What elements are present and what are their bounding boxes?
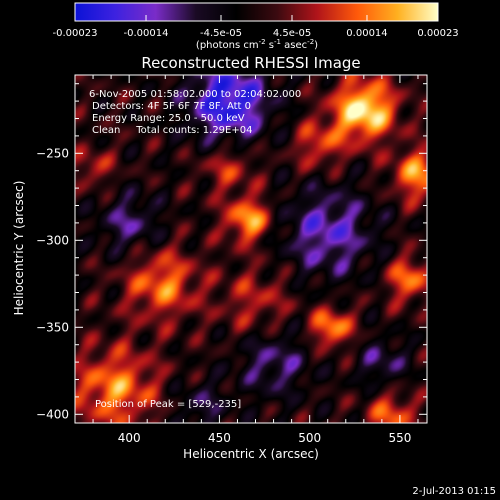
annotation-energy-range: Energy Range: 25.0 - 50.0 keV bbox=[92, 113, 245, 124]
colorbar-tick-label: -0.00014 bbox=[124, 28, 169, 39]
y-axis: −250 −300 −350 −400 bbox=[36, 83, 427, 421]
colorbar-tick-label: -4.5e-05 bbox=[200, 28, 242, 39]
y-tick-label: −300 bbox=[36, 233, 69, 247]
colorbar: -0.00023 -0.00014 -4.5e-05 4.5e-05 0.00014 0.… bbox=[53, 2, 459, 51]
annotation-peak-position: Position of Peak = [529,-235] bbox=[95, 399, 241, 410]
y-axis-label: Heliocentric Y (arcsec) bbox=[12, 181, 26, 316]
heatmap-image bbox=[75, 75, 427, 423]
chart-title: Reconstructed RHESSI Image bbox=[141, 54, 360, 72]
plot-frame bbox=[74, 74, 428, 424]
annotation-detectors: Detectors: 4F 5F 6F 7F 8F, Att 0 bbox=[92, 101, 251, 112]
x-tick-label: 400 bbox=[118, 431, 141, 445]
x-tick-label: 550 bbox=[388, 431, 411, 445]
colorbar-unit-label: (photons cm-2 s-1 asec-2) bbox=[196, 38, 318, 51]
annotation-time-range: 6-Nov-2005 01:58:02.000 to 02:04:02.000 bbox=[89, 89, 301, 100]
colorbar-tick-label: 4.5e-05 bbox=[273, 28, 311, 39]
y-tick-label: −250 bbox=[36, 146, 69, 160]
footer-timestamp: 2-Jul-2013 01:15 bbox=[412, 486, 496, 497]
colorbar-tick-label: -0.00023 bbox=[53, 28, 98, 39]
x-axis: 400 450 500 550 bbox=[92, 75, 419, 445]
colorbar-gradient bbox=[74, 2, 439, 22]
y-tick-label: −400 bbox=[36, 407, 69, 421]
x-tick-label: 500 bbox=[298, 431, 321, 445]
x-tick-label: 450 bbox=[208, 431, 231, 445]
annotation-block: 6-Nov-2005 01:58:02.000 to 02:04:02.000 … bbox=[89, 89, 301, 410]
colorbar-tick-label: 0.00014 bbox=[346, 28, 387, 39]
annotation-clean-counts: Clean Total counts: 1.29E+04 bbox=[92, 125, 252, 136]
colorbar-tick-label: 0.00023 bbox=[417, 28, 458, 39]
y-tick-label: −350 bbox=[36, 320, 69, 334]
colorbar-ticks: -0.00023 -0.00014 -4.5e-05 4.5e-05 0.00014 0.… bbox=[53, 15, 459, 39]
x-axis-label: Heliocentric X (arcsec) bbox=[183, 447, 319, 461]
